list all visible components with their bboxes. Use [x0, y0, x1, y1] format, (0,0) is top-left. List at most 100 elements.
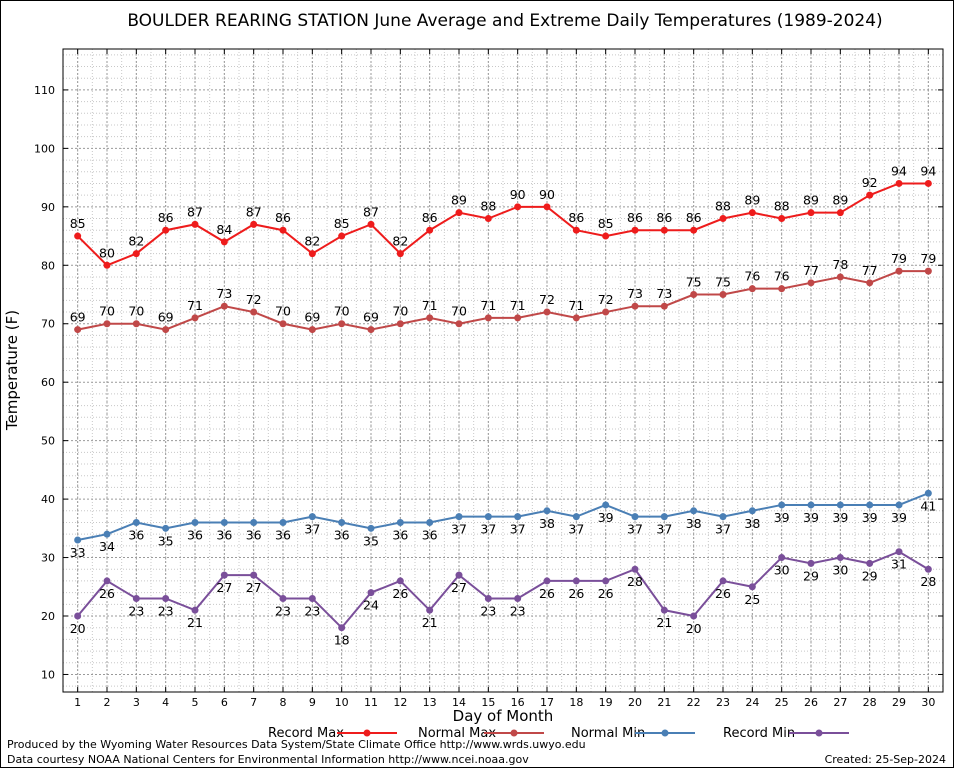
data-label: 94 — [920, 163, 936, 178]
x-tick-label: 17 — [540, 696, 554, 709]
data-label: 27 — [216, 580, 232, 595]
data-point — [719, 577, 727, 585]
y-tick-label: 20 — [41, 610, 55, 623]
data-label: 20 — [686, 621, 702, 636]
data-label: 87 — [187, 204, 203, 219]
data-label: 41 — [920, 498, 936, 513]
data-point — [719, 513, 727, 521]
data-label: 71 — [187, 298, 203, 313]
data-label: 26 — [392, 586, 408, 601]
data-point — [162, 594, 170, 602]
data-label: 90 — [539, 187, 555, 202]
data-point — [132, 250, 140, 258]
data-point — [279, 518, 287, 526]
data-label: 36 — [334, 527, 350, 542]
data-point — [836, 273, 844, 281]
x-tick-label: 29 — [892, 696, 906, 709]
data-label: 69 — [158, 310, 174, 325]
data-label: 80 — [99, 245, 115, 260]
data-point — [778, 554, 786, 562]
data-point — [250, 220, 258, 228]
data-point — [396, 577, 404, 585]
data-point — [308, 513, 316, 521]
data-label: 18 — [334, 633, 350, 648]
data-point — [514, 513, 522, 521]
data-point — [748, 285, 756, 293]
data-label: 26 — [568, 586, 584, 601]
data-label: 23 — [275, 603, 291, 618]
data-point — [338, 320, 346, 328]
data-point — [660, 513, 668, 521]
data-label: 39 — [832, 510, 848, 525]
data-point — [924, 267, 932, 275]
data-label: 72 — [598, 292, 614, 307]
series-record-min: 20 26 23 23 21 27 27 23 23 18 24 26 21 27 23 23 26 26 26 28… — [70, 548, 936, 648]
x-tick-label: 19 — [599, 696, 613, 709]
data-point — [308, 326, 316, 334]
data-point — [866, 279, 874, 287]
data-label: 86 — [158, 210, 174, 225]
data-point — [778, 215, 786, 223]
data-point — [426, 606, 434, 614]
data-point — [426, 518, 434, 526]
legend-marker — [510, 729, 518, 737]
data-point — [74, 326, 82, 334]
data-label: 35 — [363, 533, 379, 548]
data-point — [924, 179, 932, 187]
x-tick-label: 30 — [921, 696, 935, 709]
data-point — [396, 518, 404, 526]
data-point — [74, 612, 82, 620]
data-label: 36 — [216, 527, 232, 542]
data-point — [191, 220, 199, 228]
data-label: 86 — [627, 210, 643, 225]
data-point — [748, 583, 756, 591]
data-point — [338, 624, 346, 632]
data-label: 85 — [334, 216, 350, 231]
data-point — [602, 577, 610, 585]
data-label: 79 — [891, 251, 907, 266]
data-label: 39 — [803, 510, 819, 525]
x-tick-label: 24 — [745, 696, 759, 709]
y-tick-label: 30 — [41, 552, 55, 565]
data-point — [367, 589, 375, 597]
data-label: 28 — [627, 574, 643, 589]
data-label: 86 — [275, 210, 291, 225]
legend-item: Record Min — [723, 726, 849, 741]
data-label: 26 — [539, 586, 555, 601]
data-point — [924, 489, 932, 497]
x-tick-label: 4 — [162, 696, 169, 709]
data-point — [103, 530, 111, 538]
data-point — [367, 326, 375, 334]
data-point — [455, 571, 463, 579]
data-point — [514, 203, 522, 211]
data-label: 82 — [304, 234, 320, 249]
data-point — [514, 594, 522, 602]
data-label: 73 — [216, 286, 232, 301]
data-point — [162, 226, 170, 234]
data-label: 23 — [158, 603, 174, 618]
data-label: 71 — [510, 298, 526, 313]
data-point — [308, 594, 316, 602]
data-point — [690, 612, 698, 620]
data-label: 82 — [128, 234, 144, 249]
data-point — [602, 501, 610, 509]
x-tick-label: 1 — [74, 696, 81, 709]
x-tick-label: 7 — [250, 696, 257, 709]
data-point — [455, 320, 463, 328]
data-label: 29 — [803, 568, 819, 583]
x-tick-label: 22 — [687, 696, 701, 709]
chart-title: BOULDER REARING STATION June Average and… — [127, 11, 882, 31]
data-point — [396, 250, 404, 258]
data-label: 20 — [70, 621, 86, 636]
data-label: 34 — [99, 539, 115, 554]
data-point — [74, 232, 82, 240]
data-label: 77 — [862, 263, 878, 278]
data-point — [367, 524, 375, 532]
data-point — [602, 308, 610, 316]
data-point — [484, 594, 492, 602]
x-tick-label: 5 — [192, 696, 199, 709]
data-label: 88 — [774, 199, 790, 214]
data-point — [895, 267, 903, 275]
x-tick-label: 23 — [716, 696, 730, 709]
data-point — [836, 554, 844, 562]
